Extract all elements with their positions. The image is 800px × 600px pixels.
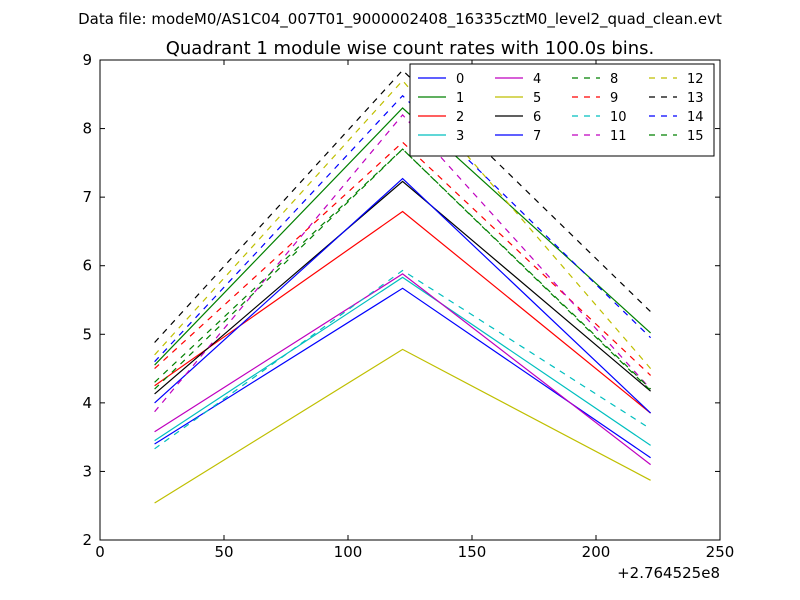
legend-box (409, 63, 715, 157)
series-line-12 (154, 79, 652, 369)
legend-label-12: 12 (687, 72, 704, 87)
series-line-10 (154, 269, 651, 450)
series-line-15 (154, 148, 652, 390)
y-tick-label: 6 (82, 257, 92, 275)
legend-label-11: 11 (610, 129, 627, 144)
legend-label-15: 15 (687, 129, 704, 144)
series-line-11 (154, 113, 652, 413)
series-line-3 (154, 276, 651, 446)
legend-label-7: 7 (533, 129, 541, 144)
series-line-0 (154, 287, 651, 459)
legend-label-9: 9 (610, 91, 618, 106)
x-tick-label: 100 (334, 543, 363, 561)
legend-label-4: 4 (533, 72, 541, 87)
x-tick-label: 50 (214, 543, 233, 561)
legend-label-3: 3 (456, 129, 464, 144)
y-tick-label: 8 (82, 120, 92, 138)
legend-label-0: 0 (456, 72, 464, 87)
legend-label-6: 6 (533, 110, 541, 125)
legend-label-5: 5 (533, 91, 541, 106)
series-line-1 (154, 107, 652, 366)
legend-label-8: 8 (610, 72, 618, 87)
x-tick-label: 250 (706, 543, 735, 561)
x-tick-label: 200 (582, 543, 611, 561)
series-line-4 (154, 273, 651, 466)
series-line-5 (154, 348, 651, 504)
series-line-14 (154, 94, 652, 363)
y-tick-label: 2 (82, 531, 92, 549)
y-tick-label: 3 (82, 462, 92, 480)
y-tick-label: 9 (82, 51, 92, 69)
legend-label-1: 1 (456, 91, 464, 106)
legend-label-14: 14 (687, 110, 704, 125)
y-tick-label: 7 (82, 188, 92, 206)
series-line-2 (154, 210, 651, 414)
series-line-13 (154, 69, 652, 343)
figure-suptitle: Data file: modeM0/AS1C04_007T01_90000024… (78, 10, 722, 29)
chart-title: Quadrant 1 module wise count rates with … (166, 38, 655, 59)
y-tick-label: 4 (82, 394, 92, 412)
x-tick-label: 150 (458, 543, 487, 561)
plot-area-frame (99, 59, 721, 541)
legend-label-2: 2 (456, 110, 464, 125)
x-axis-offset-label: +2.764525e8 (617, 564, 720, 582)
y-tick-label: 5 (82, 325, 92, 343)
series-line-7 (154, 177, 652, 414)
legend-label-10: 10 (610, 110, 627, 125)
series-layer (154, 69, 652, 504)
legend-label-13: 13 (687, 91, 704, 106)
x-tick-label: 0 (95, 543, 105, 561)
series-line-6 (154, 180, 651, 395)
series-line-9 (154, 141, 652, 376)
